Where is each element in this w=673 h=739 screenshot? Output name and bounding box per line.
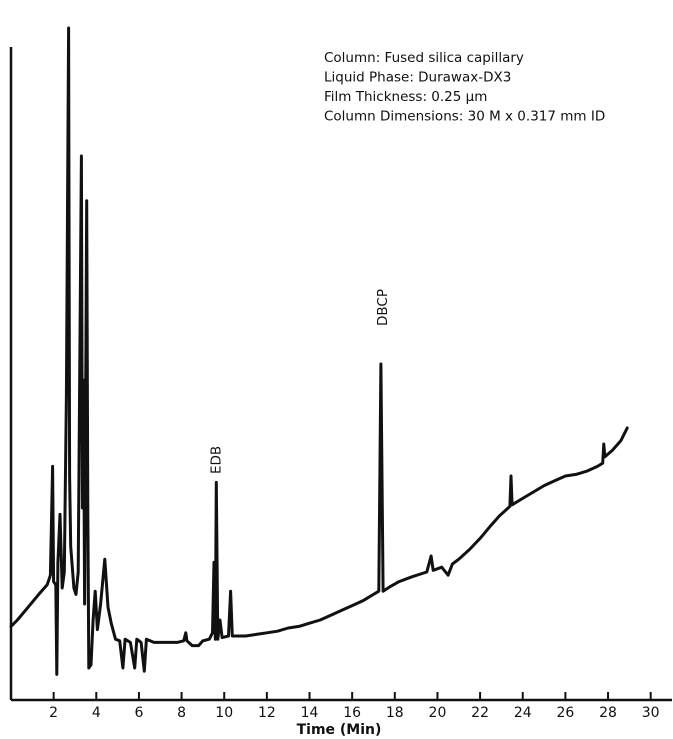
x-tick-label: 2 [49, 705, 58, 721]
x-tick-label: 16 [343, 705, 361, 721]
x-axis-title: Time (Min) [297, 722, 382, 738]
x-tick-label: 18 [386, 705, 404, 721]
x-tick-label: 26 [556, 705, 574, 721]
annotation-line: Column: Fused silica capillary [324, 50, 524, 66]
x-tick-label: 8 [177, 705, 186, 721]
x-tick-label: 20 [429, 705, 447, 721]
x-tick-label: 6 [134, 705, 143, 721]
annotation-line: Column Dimensions: 30 M x 0.317 mm ID [324, 109, 605, 125]
x-tick-label: 22 [471, 705, 489, 721]
x-tick-label: 4 [92, 705, 101, 721]
peak-label-dbcp: DBCP [375, 289, 391, 326]
x-tick-label: 12 [258, 705, 276, 721]
chromatogram-trace [9, 26, 629, 676]
x-tick-label: 14 [301, 705, 319, 721]
x-ticks: 2 4 6 8 10 12 14 16 18 20 22 24 26 28 30 [49, 692, 660, 721]
annotation-line: Liquid Phase: Durawax-DX3 [324, 70, 511, 86]
peak-label-edb: EDB [209, 446, 225, 474]
annotation-line: Film Thickness: 0.25 μm [324, 89, 487, 105]
x-tick-label: 28 [599, 705, 617, 721]
axes [9, 47, 672, 702]
x-tick-label: 30 [642, 705, 660, 721]
peak-labels: EDB DBCP [209, 289, 391, 474]
x-tick-label: 10 [215, 705, 233, 721]
column-annotation: Column: Fused silica capillary Liquid Pha… [324, 50, 605, 125]
x-tick-label: 24 [514, 705, 532, 721]
